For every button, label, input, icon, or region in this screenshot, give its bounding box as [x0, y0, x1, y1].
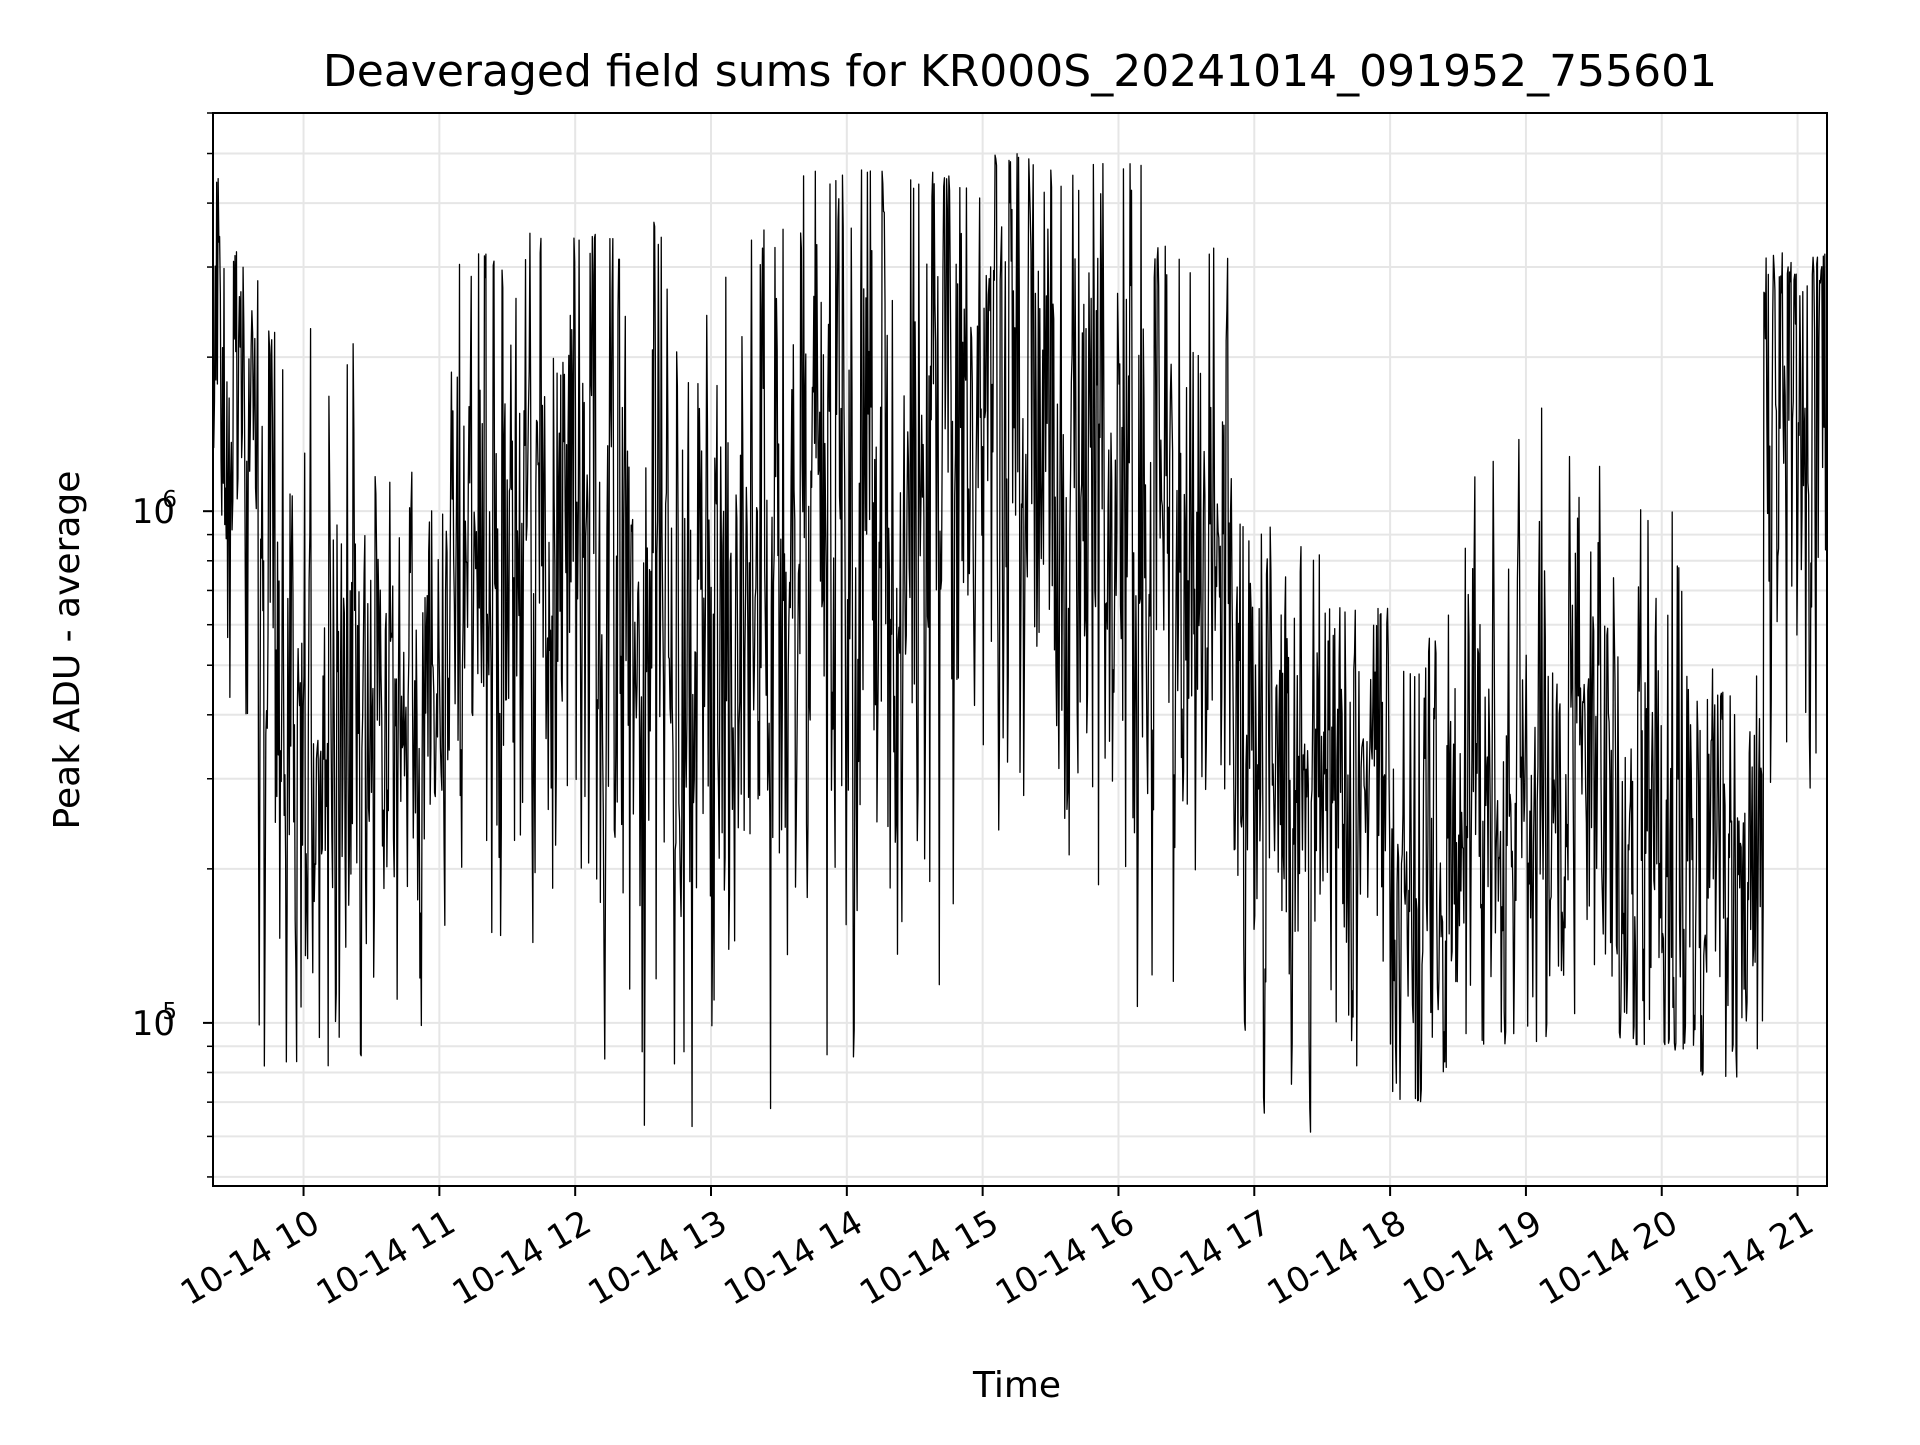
y-tick-base: 10 — [132, 1004, 175, 1044]
chart-title: Deaveraged field sums for KR000S_2024101… — [323, 46, 1717, 97]
y-axis-label: Peak ADU - average — [47, 471, 88, 830]
x-axis-label: Time — [972, 1365, 1061, 1406]
y-tick-exponent: 6 — [162, 487, 177, 513]
y-tick-label: 10 — [132, 1004, 175, 1044]
series-line — [212, 153, 1828, 1133]
plot-frame — [212, 112, 1828, 1187]
y-tick-exponent: 5 — [162, 999, 177, 1025]
y-tick-base: 10 — [132, 492, 175, 532]
y-tick-label: 10 — [132, 492, 175, 532]
series-layer — [212, 153, 1828, 1133]
